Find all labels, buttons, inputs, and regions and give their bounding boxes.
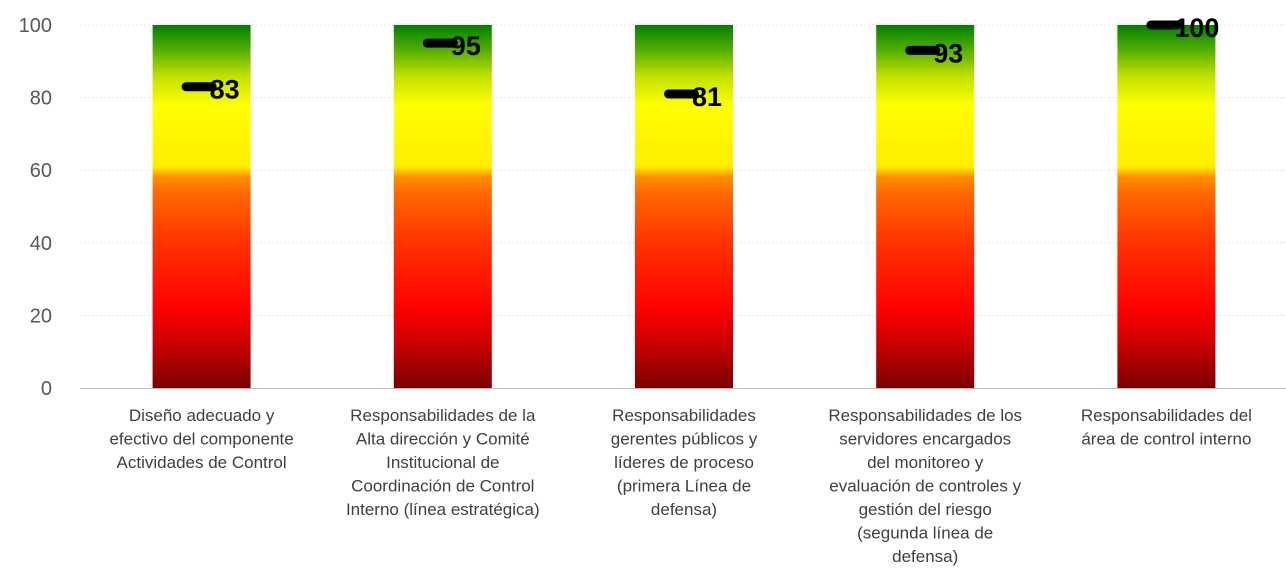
value-marker [905,45,941,55]
y-tick-label: 100 [19,15,52,37]
value-label: 93 [933,38,963,68]
y-tick-label: 0 [41,378,52,400]
y-axis-tick-labels: 0 20 40 60 80 100 [19,15,52,400]
category-label: Responsabilidades del área de control int… [1081,406,1252,449]
value-marker [181,82,217,92]
gridlines [80,24,1286,316]
gauge-bar [876,25,975,388]
value-marker [664,89,699,99]
value-label: 81 [692,82,722,112]
category-label: Diseño adecuado y efectivo del componente… [109,406,293,472]
value-labels: 83 95 81 93 100 [210,13,1220,112]
category-label: Responsabilidades gerentes públicos y líde… [611,406,758,519]
y-tick-label: 60 [30,160,52,182]
gauge-bar [1117,25,1216,388]
bars [152,25,1216,388]
category-label: Responsabilidades de la Alta dirección y … [346,406,540,519]
y-tick-label: 40 [30,233,52,255]
y-tick-label: 20 [30,305,52,327]
value-label: 100 [1174,13,1219,43]
value-marker [1146,20,1182,30]
value-marker [422,38,458,48]
category-label: Responsabilidades de los servidores encar… [828,406,1022,566]
y-tick-label: 80 [30,88,52,110]
value-markers [181,20,1182,99]
category-labels: Diseño adecuado y efectivo del componente… [109,406,1251,566]
gauge-bar [635,25,733,388]
value-label: 95 [451,31,481,61]
value-label: 83 [210,75,240,105]
gauge-bar [393,25,492,388]
